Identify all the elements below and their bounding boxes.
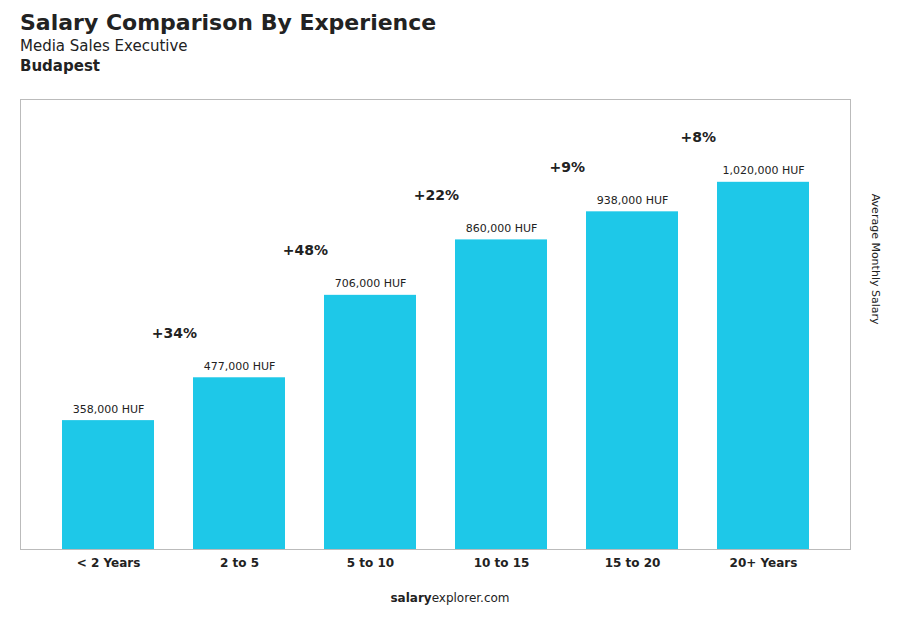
svg-text:15 to 20: 15 to 20 xyxy=(605,556,661,570)
svg-text:1,020,000 HUF: 1,020,000 HUF xyxy=(722,164,804,177)
svg-text:706,000 HUF: 706,000 HUF xyxy=(335,277,407,290)
html-text:Media Sales Executive: Media Sales Executive xyxy=(20,37,188,55)
svg-text:+48%: +48% xyxy=(283,242,328,258)
svg-text:477,000 HUF: 477,000 HUF xyxy=(204,360,276,373)
html-text:salary explorer.com: salary explorer.com xyxy=(390,591,510,605)
svg-text:10 to 15: 10 to 15 xyxy=(474,556,530,570)
svg-text:5 to 10: 5 to 10 xyxy=(347,556,394,570)
svg-text:+8%: +8% xyxy=(681,129,717,145)
html-text:Budapest: Budapest xyxy=(20,57,100,75)
svg-text:Average Monthly Salary: Average Monthly Salary xyxy=(869,194,882,325)
svg-text:+22%: +22% xyxy=(414,187,459,203)
svg-text:20+ Years: 20+ Years xyxy=(730,556,798,570)
svg-text:+9%: +9% xyxy=(550,159,586,175)
svg-text:358,000 HUF: 358,000 HUF xyxy=(73,403,145,416)
svg-text:2 to 5: 2 to 5 xyxy=(220,556,259,570)
html-text:Salary Comparison By Experienc: Salary Comparison By Experience xyxy=(20,10,437,35)
svg-text:< 2 Years: < 2 Years xyxy=(77,556,141,570)
svg-text:+34%: +34% xyxy=(152,325,197,341)
svg-text:860,000 HUF: 860,000 HUF xyxy=(466,222,538,235)
svg-text:938,000 HUF: 938,000 HUF xyxy=(597,194,669,207)
